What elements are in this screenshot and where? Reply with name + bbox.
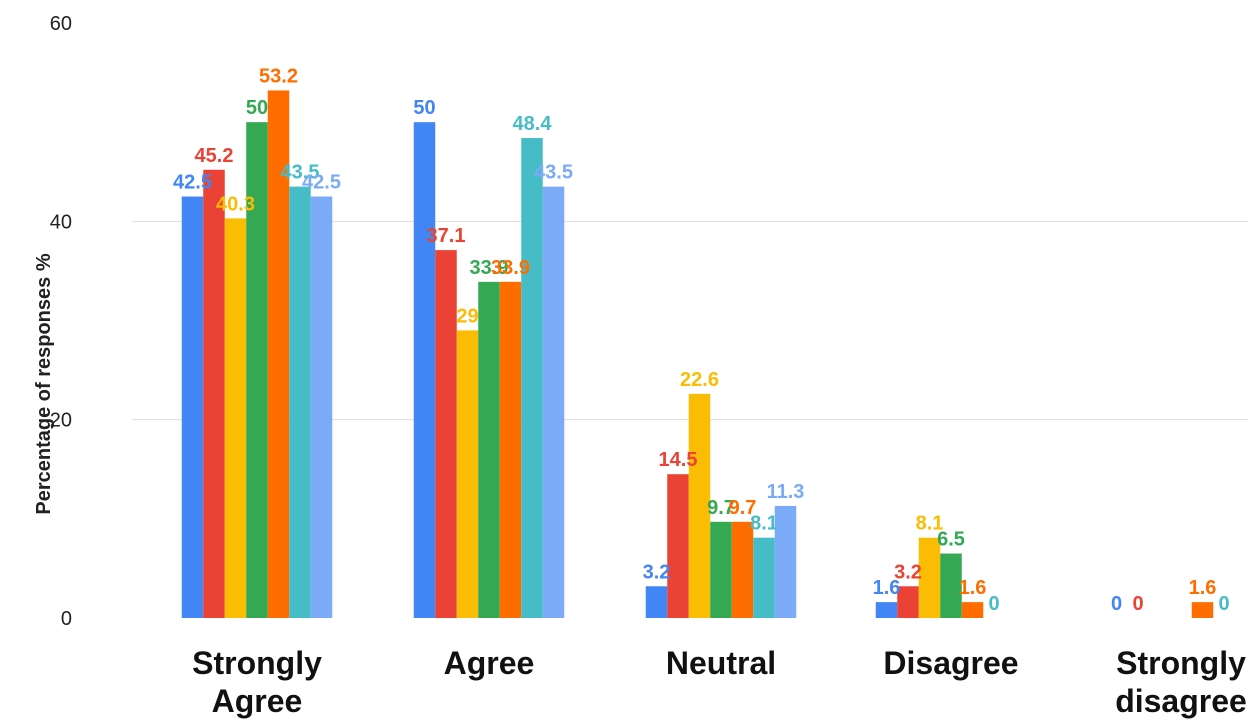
data-label: 6.5 xyxy=(937,529,965,551)
bar xyxy=(1191,602,1214,618)
data-label: 14.5 xyxy=(659,449,698,471)
bar xyxy=(435,250,457,618)
data-label: 48.4 xyxy=(513,113,553,135)
bar xyxy=(918,537,941,618)
data-label: 22.6 xyxy=(680,369,719,391)
y-tick-label: 0 xyxy=(61,608,72,630)
bar xyxy=(731,521,754,618)
data-label: 43.5 xyxy=(534,162,573,184)
data-label: 0 xyxy=(988,593,999,615)
data-label: 8.1 xyxy=(750,513,778,535)
data-label: 29 xyxy=(456,305,478,327)
data-label: 43.5 xyxy=(281,162,320,184)
x-category-label: Strongly disagree xyxy=(1115,645,1247,719)
bar xyxy=(224,218,247,618)
data-label: 40.3 xyxy=(216,193,255,215)
data-label: 42.5 xyxy=(302,172,341,194)
data-label: 33.9 xyxy=(470,257,509,279)
bar xyxy=(875,602,898,618)
data-label: 50 xyxy=(413,97,435,119)
data-label: 0 xyxy=(1111,593,1122,615)
bar xyxy=(246,122,268,619)
data-label: 0 xyxy=(1132,593,1143,615)
x-category-label: Neutral xyxy=(666,645,776,681)
x-category-label-line: Disagree xyxy=(883,645,1018,681)
bar xyxy=(181,196,204,618)
data-label: 50 xyxy=(246,97,268,119)
data-label: 45.2 xyxy=(195,145,234,167)
y-axis-title: Percentage of responses % xyxy=(33,253,55,514)
x-category-label-line: disagree xyxy=(1115,683,1247,719)
x-category-label-line: Agree xyxy=(444,645,535,681)
bar xyxy=(310,196,333,618)
data-label: 1.6 xyxy=(959,577,987,599)
bar xyxy=(267,90,290,618)
bar xyxy=(667,474,689,618)
data-label: 9.7 xyxy=(707,497,735,519)
bar xyxy=(688,393,711,618)
bar xyxy=(413,122,436,619)
bar xyxy=(521,138,543,619)
bar xyxy=(897,586,919,618)
x-category-label: Agree xyxy=(444,645,535,681)
data-label: 53.2 xyxy=(259,65,298,87)
data-label: 33.9 xyxy=(491,257,530,279)
data-label: 1.6 xyxy=(1189,577,1217,599)
bar xyxy=(753,537,775,618)
y-tick-label: 60 xyxy=(50,13,72,35)
x-category-label-line: Neutral xyxy=(666,645,776,681)
bar xyxy=(203,169,225,618)
label-layer: 42.5503.21.6045.237.114.53.2040.32922.68… xyxy=(173,65,1230,615)
bar xyxy=(710,521,732,618)
data-label: 9.7 xyxy=(729,497,757,519)
bar xyxy=(499,281,522,618)
data-label: 0 xyxy=(1218,593,1229,615)
bar xyxy=(478,281,500,618)
bar xyxy=(774,505,797,618)
bar xyxy=(289,186,311,618)
bar xyxy=(940,553,962,618)
data-label: 37.1 xyxy=(427,225,466,247)
data-label: 11.3 xyxy=(767,481,805,503)
x-category-label: Strongly Agree xyxy=(192,645,322,719)
data-label: 3.2 xyxy=(894,561,922,583)
bar xyxy=(961,602,984,618)
data-label: 42.5 xyxy=(173,172,212,194)
x-category-label-line: Agree xyxy=(212,683,303,719)
data-label: 8.1 xyxy=(916,513,944,535)
y-tick-label: 40 xyxy=(50,211,72,233)
x-category-label-line: Strongly xyxy=(1116,645,1246,681)
data-label: 3.2 xyxy=(643,561,671,583)
x-category-label-line: Strongly xyxy=(192,645,322,681)
bar xyxy=(542,186,565,618)
bar xyxy=(456,330,479,618)
axis-layer: Percentage of responses % 0 20 40 60 Strongl… xyxy=(33,13,1247,719)
bar-layer xyxy=(181,90,1214,619)
x-category-label: Disagree xyxy=(883,645,1018,681)
y-tick-label: 20 xyxy=(50,410,72,432)
bar xyxy=(645,586,668,618)
data-label: 1.6 xyxy=(873,577,901,599)
